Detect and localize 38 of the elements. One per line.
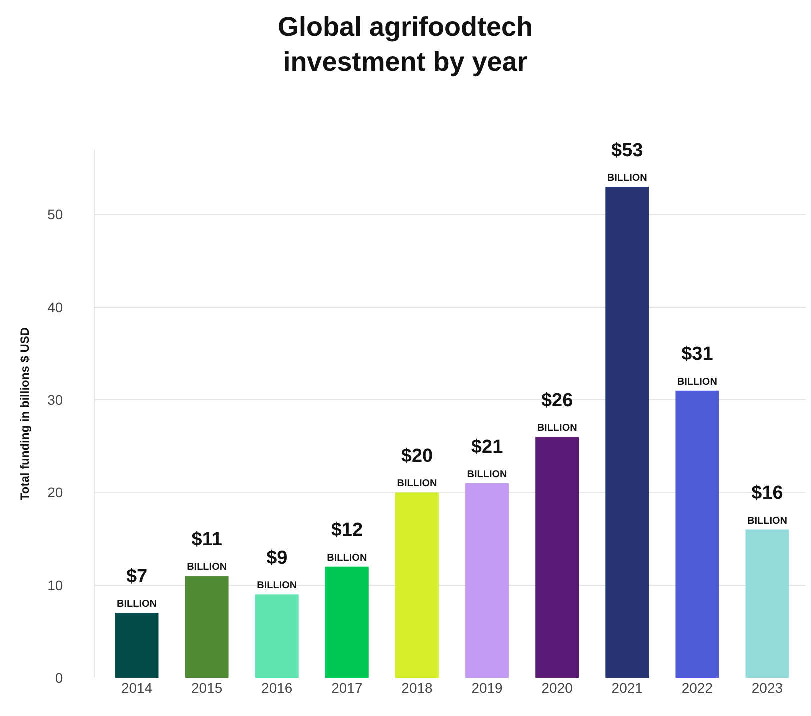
y-tick-label: 40 [48, 299, 64, 316]
y-axis-title: Total funding in billions $ USD [18, 327, 32, 501]
x-tick-label: 2018 [402, 680, 434, 696]
bar [325, 566, 369, 678]
y-tick-label: 30 [48, 392, 64, 408]
data-label: $31 BILLION [677, 344, 718, 388]
x-tick-label: 2021 [612, 680, 644, 696]
data-label: $53 BILLION [607, 140, 648, 184]
bar [255, 594, 299, 678]
x-tick-label: 2016 [262, 680, 293, 696]
data-label: $7 BILLION [117, 566, 158, 610]
bar [396, 492, 439, 678]
bar [536, 437, 580, 678]
y-tick-label: 50 [48, 206, 64, 223]
bar [676, 390, 720, 678]
y-tick-label: 20 [48, 484, 64, 501]
data-label: $26 BILLION [537, 390, 578, 434]
bar [746, 530, 790, 678]
x-tick-label: 2022 [682, 680, 714, 696]
data-label: $11 BILLION [187, 529, 228, 574]
x-tick-label: 2020 [542, 680, 574, 696]
x-tick-label: 2019 [472, 680, 504, 696]
x-tick-label: 2015 [192, 680, 223, 696]
x-tick-label: 2014 [121, 680, 153, 696]
bar [115, 613, 159, 678]
data-label: $9 BILLION [257, 548, 298, 592]
y-tick-label: 0 [55, 670, 64, 686]
bar [466, 483, 509, 678]
x-tick-label: 2017 [332, 680, 363, 696]
data-label: $20 BILLION [397, 446, 438, 490]
data-label: $21 BILLION [467, 436, 508, 480]
bar [606, 187, 650, 678]
y-tick-label: 10 [48, 577, 64, 594]
x-tick-label: 2023 [752, 680, 784, 696]
data-label: $12 BILLION [327, 520, 368, 564]
data-label: $16 BILLION [747, 483, 788, 527]
chart-title: Global agrifoodtech investment by year [278, 12, 534, 77]
bar [185, 576, 229, 678]
